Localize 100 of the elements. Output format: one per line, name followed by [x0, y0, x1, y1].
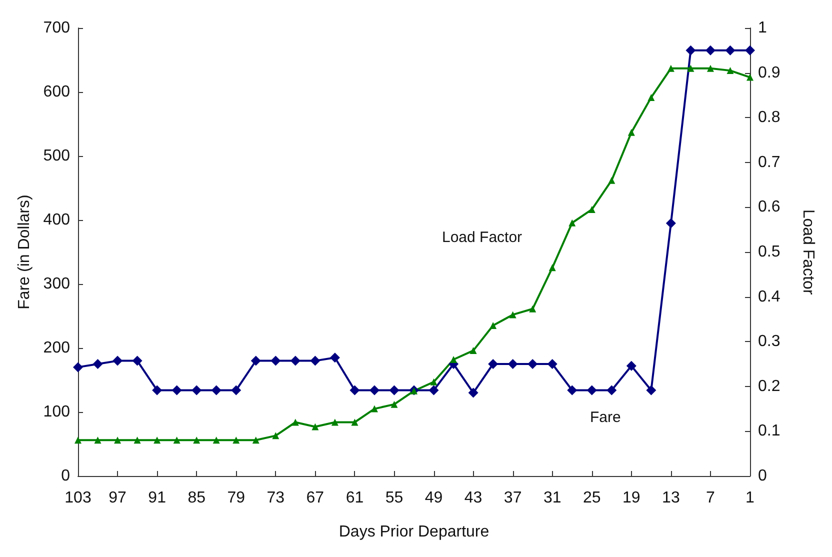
y-tick-label: 600 — [43, 84, 70, 100]
point — [705, 45, 716, 56]
y2-tick-label: 0.2 — [758, 378, 780, 395]
x-tick-label: 7 — [706, 490, 716, 506]
y2-tick-label: 0.8 — [758, 109, 780, 126]
point — [667, 64, 674, 72]
point — [567, 385, 578, 396]
point — [73, 362, 83, 372]
y2-tick-label: 0.6 — [758, 198, 780, 216]
point — [272, 432, 280, 440]
point — [529, 305, 536, 312]
x-tick-label: 55 — [385, 490, 404, 506]
point — [488, 359, 498, 369]
point — [547, 359, 558, 369]
point — [606, 385, 617, 396]
point — [548, 264, 556, 272]
point — [646, 385, 656, 396]
y2-tick-label: 0.3 — [758, 333, 780, 350]
point — [726, 67, 734, 74]
y2-tick-label: 0.5 — [758, 244, 780, 260]
y-axis-title: Fare (in Dollars) — [16, 194, 33, 310]
point — [132, 356, 142, 366]
x-axis-title: Days Prior Departure — [338, 524, 490, 540]
point — [231, 385, 242, 396]
point — [250, 356, 261, 366]
point — [152, 385, 162, 396]
x-tick-label: 43 — [464, 490, 482, 506]
point — [312, 423, 319, 430]
point — [490, 322, 497, 329]
point — [252, 436, 260, 444]
x-tick-label: 25 — [582, 490, 601, 506]
point — [192, 385, 202, 396]
point — [428, 385, 439, 396]
point — [114, 436, 122, 444]
y-tick-label: 400 — [43, 212, 70, 228]
y2-tick-label: 0.4 — [758, 288, 780, 306]
point — [430, 378, 438, 386]
x-tick-label: 37 — [504, 490, 522, 506]
x-tick-label: 13 — [662, 490, 680, 506]
point — [172, 385, 182, 396]
point — [745, 45, 755, 56]
point — [508, 359, 518, 369]
point — [588, 206, 596, 213]
point — [608, 176, 616, 184]
point — [212, 436, 220, 444]
y-tick-label: 0 — [61, 468, 70, 484]
point — [725, 45, 736, 56]
point — [134, 436, 141, 444]
point — [389, 385, 400, 396]
point — [369, 385, 380, 396]
point — [270, 356, 281, 366]
point — [112, 356, 123, 366]
y2-tick-label: 1 — [758, 20, 767, 36]
point — [351, 418, 358, 426]
x-tick-label: 67 — [306, 490, 324, 506]
point — [686, 45, 696, 56]
point — [509, 311, 516, 318]
point — [390, 400, 398, 408]
y-tick-label: 200 — [43, 340, 70, 356]
x-tick-label: 85 — [188, 490, 206, 506]
point — [666, 218, 676, 228]
x-tick-label: 91 — [148, 490, 166, 506]
series-label: Fare — [590, 409, 621, 426]
point — [310, 356, 320, 366]
y2-axis-title: Load Factor — [800, 209, 816, 296]
y-tick-label: 100 — [43, 404, 70, 420]
y-tick-label: 700 — [43, 20, 70, 36]
x-tick-label: 61 — [346, 490, 364, 506]
x-tick-label: 19 — [622, 490, 640, 506]
point — [706, 64, 714, 72]
x-tick-label: 49 — [424, 490, 443, 506]
point — [193, 436, 200, 444]
point — [211, 385, 222, 396]
y-tick-label: 300 — [43, 276, 70, 292]
point — [586, 385, 597, 396]
point — [450, 356, 458, 364]
x-tick-label: 31 — [543, 490, 562, 506]
point — [292, 418, 299, 426]
point — [290, 356, 300, 366]
point — [74, 436, 82, 444]
point — [154, 436, 161, 444]
point — [331, 418, 338, 426]
point — [626, 360, 636, 371]
point — [568, 219, 576, 226]
x-tick-label: 73 — [266, 490, 285, 506]
point — [528, 359, 538, 369]
point — [330, 352, 340, 363]
point — [687, 64, 694, 72]
x-tick-label: 97 — [108, 490, 127, 506]
point — [648, 94, 655, 101]
y-tick-label: 500 — [43, 148, 70, 164]
point — [173, 436, 180, 444]
point — [370, 405, 378, 412]
y2-tick-label: 0 — [758, 468, 767, 484]
point — [470, 347, 477, 354]
point — [628, 128, 635, 136]
point — [94, 436, 102, 444]
x-tick-label: 79 — [227, 490, 246, 506]
y2-tick-label: 0.7 — [758, 154, 780, 171]
x-tick-label: 1 — [746, 490, 755, 506]
